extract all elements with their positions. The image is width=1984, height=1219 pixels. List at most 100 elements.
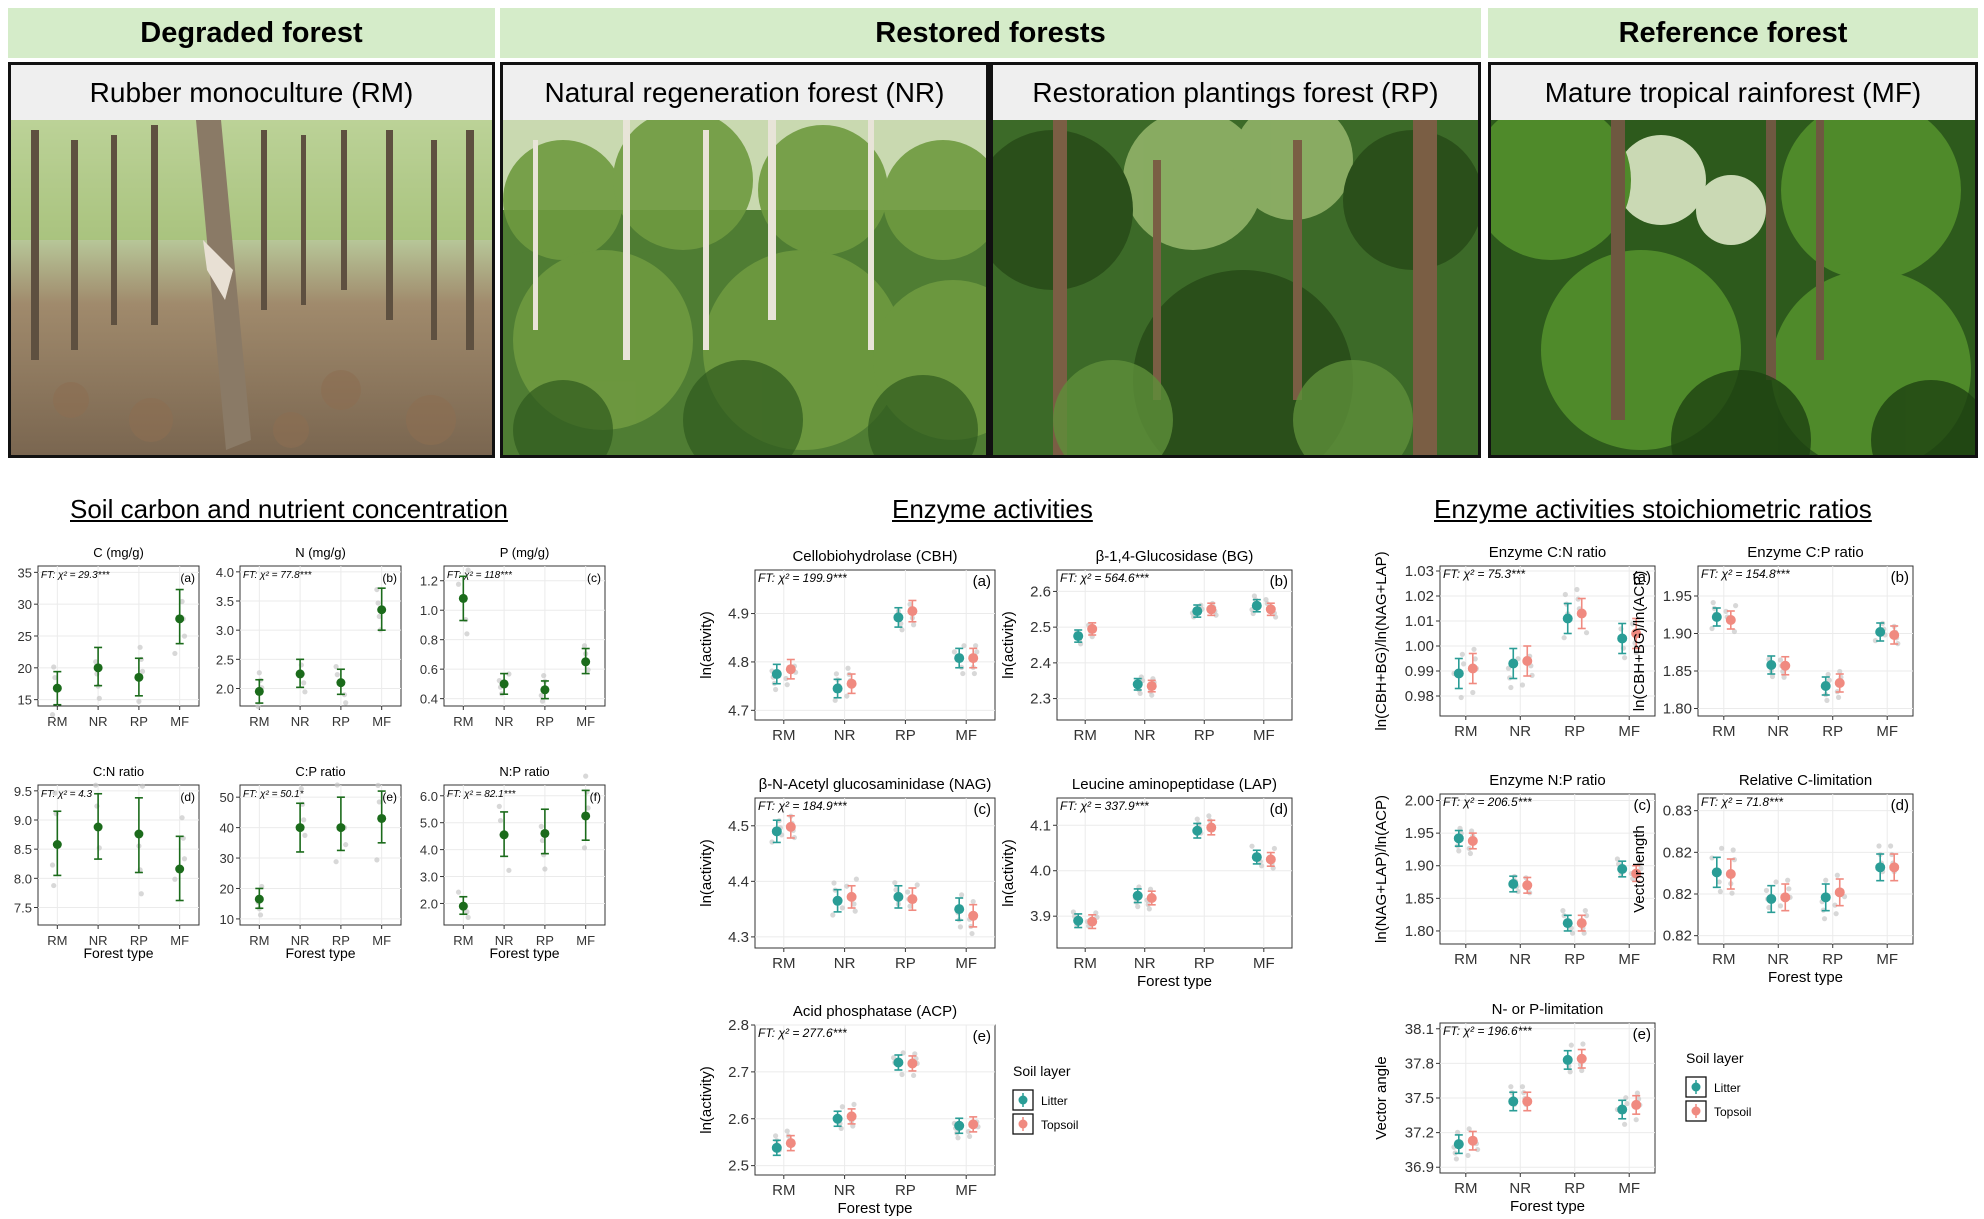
data-point: [1834, 678, 1845, 688]
data-point: [581, 657, 591, 667]
x-tick-label: MF: [372, 714, 391, 729]
raw-point: [333, 664, 339, 670]
panel-tag: (c): [587, 571, 601, 585]
chart-title: N- or P-limitation: [1492, 1001, 1604, 1018]
chart-st-np: Enzyme N:P ratio 1.80 1.85 1.90 1.95 2.00 RM NR…: [1373, 772, 1656, 968]
x-tick-label: RM: [1074, 727, 1097, 744]
raw-point: [506, 671, 512, 677]
raw-point: [1833, 911, 1839, 917]
raw-point: [455, 581, 462, 587]
x-tick-label: MF: [1618, 951, 1640, 968]
raw-point: [1622, 1121, 1628, 1127]
panel-tag: (b): [1891, 569, 1909, 586]
y-tick-label: 20: [220, 881, 234, 896]
y-tick-label: 3.0: [216, 623, 234, 638]
y-tick-label: 0.6: [420, 662, 438, 677]
raw-point: [970, 898, 976, 905]
raw-point: [51, 664, 57, 670]
raw-point: [1872, 638, 1878, 644]
x-axis-label: Forest type: [1768, 969, 1843, 986]
raw-point: [506, 867, 512, 873]
stat-annotation: FT: χ² = 82.1***: [447, 789, 516, 800]
raw-point: [465, 567, 471, 573]
raw-point: [961, 643, 967, 649]
raw-point: [343, 700, 349, 706]
y-tick-label: 20: [18, 661, 32, 676]
raw-point: [334, 672, 340, 678]
chart-soil-cn: C:N ratio 7.5 8.0 8.5 9.0 9.5 RM NR RP MF Forest t…: [14, 764, 200, 961]
raw-point: [852, 908, 858, 914]
x-tick-label: MF: [1618, 1180, 1640, 1197]
data-point: [1631, 628, 1642, 639]
data-point: [1780, 660, 1791, 671]
raw-point: [181, 856, 188, 862]
raw-point: [1630, 621, 1636, 627]
x-axis-label: Forest type: [1137, 973, 1212, 990]
y-axis-label: ln(activity): [698, 1066, 715, 1134]
x-axis-label: Forest type: [837, 1200, 912, 1217]
raw-point: [1562, 591, 1568, 598]
x-tick-label: MF: [955, 955, 977, 972]
x-axis-label: Forest type: [489, 945, 559, 961]
data-point: [771, 669, 782, 680]
x-tick-label: NR: [1509, 723, 1531, 740]
chart-enz-nag: β-N-Acetyl glucosaminidase (NAG) 4.3 4.4 4.…: [698, 776, 996, 972]
x-tick-label: NR: [495, 933, 514, 948]
data-point: [254, 894, 264, 904]
x-tick-label: MF: [1618, 723, 1640, 740]
chart-title: P (mg/g): [500, 545, 550, 560]
raw-point: [497, 817, 504, 824]
x-tick-label: RP: [536, 714, 554, 729]
stat-annotation: FT: χ² = 50.1*: [243, 789, 305, 800]
plot-area: [239, 565, 402, 707]
raw-point: [911, 622, 917, 628]
y-tick-label: 30: [18, 597, 32, 612]
panel-tag: (e): [382, 790, 397, 804]
raw-point: [907, 601, 913, 607]
raw-point: [1729, 890, 1735, 896]
chart-title: Leucine aminopeptidase (LAP): [1072, 776, 1277, 793]
x-tick-label: RM: [772, 727, 795, 744]
raw-point: [845, 665, 851, 671]
x-tick-label: RP: [332, 714, 350, 729]
y-tick-label: 2.4: [1030, 655, 1051, 672]
x-tick-label: NR: [495, 714, 514, 729]
x-tick-label: MF: [1253, 955, 1275, 972]
panel-tag: (d): [1270, 801, 1288, 818]
y-tick-label: 37.2: [1405, 1125, 1434, 1142]
raw-point: [830, 912, 836, 918]
raw-point: [298, 786, 304, 792]
raw-point: [1271, 845, 1277, 852]
data-point: [1617, 633, 1628, 644]
y-tick-label: 1.2: [420, 574, 438, 589]
raw-point: [1472, 656, 1478, 662]
panel-tag: (e): [973, 1028, 991, 1045]
raw-point: [1568, 1042, 1574, 1048]
x-tick-label: NR: [1509, 951, 1531, 968]
raw-point: [965, 1128, 972, 1135]
legend-key-point: [1018, 1119, 1028, 1129]
raw-point: [853, 876, 860, 882]
y-tick-label: 0.99: [1405, 663, 1434, 680]
plot-area: [239, 784, 402, 926]
data-point: [832, 683, 843, 694]
x-tick-label: NR: [834, 1182, 856, 1199]
data-point: [499, 830, 509, 840]
y-tick-label: 0.82: [1663, 886, 1692, 903]
stat-annotation: FT: χ² = 184.9***: [758, 799, 847, 813]
y-tick-label: 4.3: [728, 929, 749, 946]
data-point: [832, 1113, 843, 1124]
raw-point: [1710, 600, 1716, 606]
raw-point: [302, 832, 308, 839]
panel-tag: (b): [1270, 573, 1288, 590]
y-tick-label: 2.3: [1030, 691, 1051, 708]
data-point: [336, 678, 346, 688]
chart-soil-c: C (mg/g) 15 20 25 30 35 RM NR RP MF FT: χ² = 29.3*…: [18, 545, 200, 729]
raw-point: [138, 891, 144, 897]
y-tick-label: 37.8: [1405, 1055, 1434, 1072]
raw-point: [1470, 689, 1476, 696]
raw-point: [1456, 848, 1462, 854]
raw-point: [969, 930, 975, 937]
raw-point: [1519, 1084, 1526, 1090]
natural-regeneration-photo: [503, 120, 986, 455]
